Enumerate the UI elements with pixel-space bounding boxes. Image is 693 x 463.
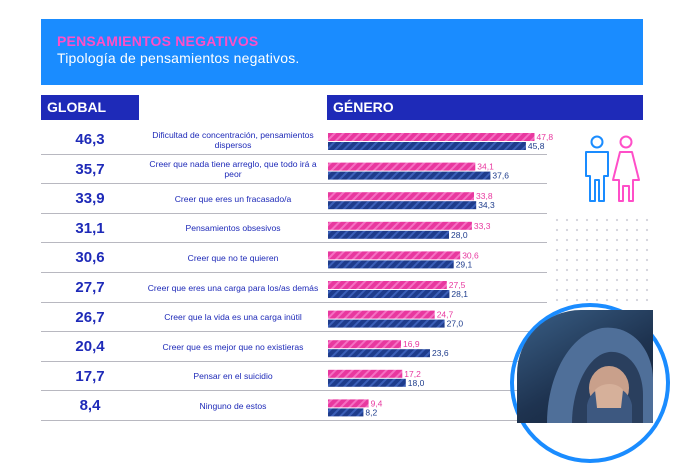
- male-bar: [328, 142, 526, 150]
- header-banner: PENSAMIENTOS NEGATIVOS Tipología de pens…: [41, 19, 643, 85]
- female-bar: [328, 281, 447, 289]
- male-bar: [328, 201, 477, 210]
- row-divider: [41, 360, 547, 362]
- male-bar-value-label: 18,0: [408, 378, 425, 388]
- global-value: 33,9: [75, 190, 105, 208]
- category-label: Creer que es mejor que no existieras: [162, 341, 304, 352]
- category-label: Pensamientos obsesivos: [185, 223, 281, 234]
- female-bar-value-label: 27,5: [449, 280, 466, 290]
- female-bar-value-label: 47,8: [537, 132, 554, 142]
- global-value: 26,7: [75, 308, 105, 326]
- row-divider: [41, 153, 547, 155]
- female-bar-value-label: 16,9: [403, 339, 420, 349]
- female-bar-value-label: 17,2: [404, 369, 421, 379]
- female-bar: [328, 192, 474, 201]
- female-bar: [328, 369, 403, 378]
- female-bar-value-label: 34,1: [477, 162, 494, 172]
- row-divider: [41, 390, 547, 392]
- global-value: 17,7: [75, 367, 105, 385]
- row-divider: [41, 272, 547, 273]
- global-value: 30,6: [75, 249, 105, 267]
- female-bar-value-label: 24,7: [437, 310, 454, 320]
- male-bar-value-label: 23,6: [432, 348, 449, 358]
- global-value: 46,3: [75, 131, 105, 148]
- male-bar-value-label: 27,0: [447, 319, 464, 329]
- global-value: 20,4: [75, 338, 105, 356]
- global-value: 27,7: [75, 279, 105, 296]
- male-bar: [328, 408, 364, 417]
- category-label: Creer que nada tiene arreglo, que todo i…: [149, 159, 317, 180]
- category-label: Creer que la vida es una carga inútil: [164, 312, 302, 323]
- category-label: Pensar en el suicidio: [193, 371, 273, 382]
- category-label: Creer que eres una carga para los/as dem…: [147, 282, 319, 293]
- female-figure-icon: [612, 135, 640, 202]
- row-divider: [41, 183, 547, 185]
- row-divider: [41, 331, 547, 333]
- global-column-header: GLOBAL: [41, 95, 139, 120]
- female-bar-value-label: 33,3: [474, 221, 491, 231]
- dot-pattern-decoration: [552, 215, 652, 305]
- male-bar-value-label: 45,8: [528, 141, 545, 151]
- male-bar-value-label: 29,1: [456, 259, 473, 269]
- category-label: Creer que eres un fracasado/a: [174, 193, 292, 204]
- genero-column-header: GÉNERO: [327, 95, 643, 120]
- row-divider: [41, 212, 547, 214]
- female-bar-value-label: 33,8: [476, 191, 493, 201]
- global-value: 8,4: [79, 397, 101, 415]
- global-value: 35,7: [75, 160, 105, 178]
- male-bar: [328, 230, 449, 239]
- male-bar: [328, 349, 430, 358]
- female-bar: [328, 251, 461, 260]
- female-bar: [328, 310, 435, 319]
- hooded-person-illustration: [547, 327, 653, 423]
- row-divider: [41, 242, 547, 244]
- row-divider: [41, 301, 547, 303]
- hooded-person-photo: [517, 310, 653, 423]
- male-bar: [328, 260, 454, 269]
- female-bar: [328, 221, 472, 230]
- male-bar-value-label: 8,2: [365, 407, 377, 417]
- male-bar: [328, 378, 406, 387]
- male-bar-value-label: 28,0: [451, 230, 468, 240]
- page-title: PENSAMIENTOS NEGATIVOS: [57, 33, 259, 49]
- row-divider: [41, 420, 547, 421]
- male-bar-value-label: 34,3: [478, 200, 495, 210]
- male-bar: [328, 171, 491, 180]
- female-bar: [328, 133, 535, 141]
- male-bar-value-label: 37,6: [492, 171, 509, 181]
- category-label: Creer que no te quieren: [187, 252, 279, 263]
- female-bar: [328, 399, 369, 408]
- male-bar: [328, 319, 445, 328]
- global-value: 31,1: [75, 219, 105, 237]
- page-subtitle: Tipología de pensamientos negativos.: [57, 50, 300, 66]
- category-label: Ninguno de estos: [199, 400, 267, 411]
- female-bar: [328, 162, 476, 171]
- female-bar: [328, 340, 401, 349]
- male-bar: [328, 290, 450, 298]
- category-label: Dificultad de concentración, pensamiento…: [152, 129, 314, 150]
- female-bar-value-label: 9,4: [371, 398, 383, 408]
- female-bar-value-label: 30,6: [462, 250, 479, 260]
- gender-bar-chart: 47,845,8 34,137,6 33,834,3 33,3 28,0 30,629,1…: [328, 132, 640, 417]
- male-bar-value-label: 28,1: [451, 289, 468, 299]
- male-figure-icon: [585, 135, 609, 202]
